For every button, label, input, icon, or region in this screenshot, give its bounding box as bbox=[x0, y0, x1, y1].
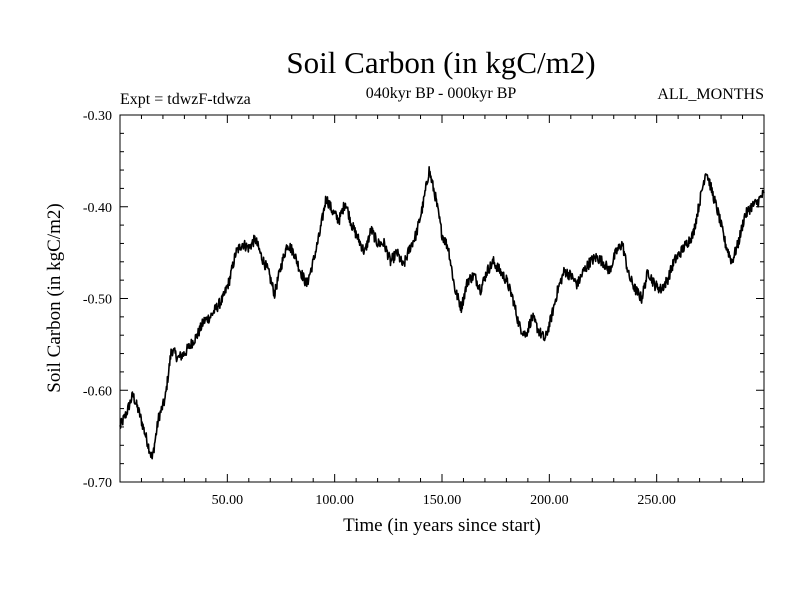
x-tick-label: 250.00 bbox=[637, 493, 676, 508]
chart-subtitle-period: 040kyr BP - 000kyr BP bbox=[366, 85, 517, 102]
x-tick-label: 200.00 bbox=[530, 493, 569, 508]
y-tick-label: -0.40 bbox=[83, 201, 112, 216]
chart-subtitle-months: ALL_MONTHS bbox=[657, 86, 764, 103]
x-tick-label: 50.00 bbox=[212, 493, 244, 508]
x-tick-label: 100.00 bbox=[315, 493, 354, 508]
y-tick-labels: -0.70 -0.60 -0.50 -0.40 -0.30 bbox=[83, 109, 112, 491]
y-tick-label: -0.50 bbox=[83, 293, 112, 308]
axis-ticks bbox=[120, 115, 764, 482]
y-tick-label: -0.30 bbox=[83, 109, 112, 124]
plot-frame bbox=[119, 114, 765, 483]
x-tick-label: 150.00 bbox=[423, 493, 462, 508]
series-line bbox=[119, 166, 765, 460]
series-group bbox=[119, 166, 765, 460]
x-axis-label: Time (in years since start) bbox=[343, 515, 541, 536]
y-axis-label: Soil Carbon (in kgC/m2) bbox=[44, 203, 65, 392]
chart-subtitle-experiment: Expt = tdwzF-tdwza bbox=[120, 91, 251, 108]
y-tick-label: -0.60 bbox=[83, 384, 112, 399]
chart-title: Soil Carbon (in kgC/m2) bbox=[286, 45, 595, 80]
plot-area bbox=[119, 114, 765, 483]
y-tick-label: -0.70 bbox=[83, 476, 112, 491]
x-tick-labels: 50.00 100.00 150.00 200.00 250.00 bbox=[212, 493, 676, 508]
